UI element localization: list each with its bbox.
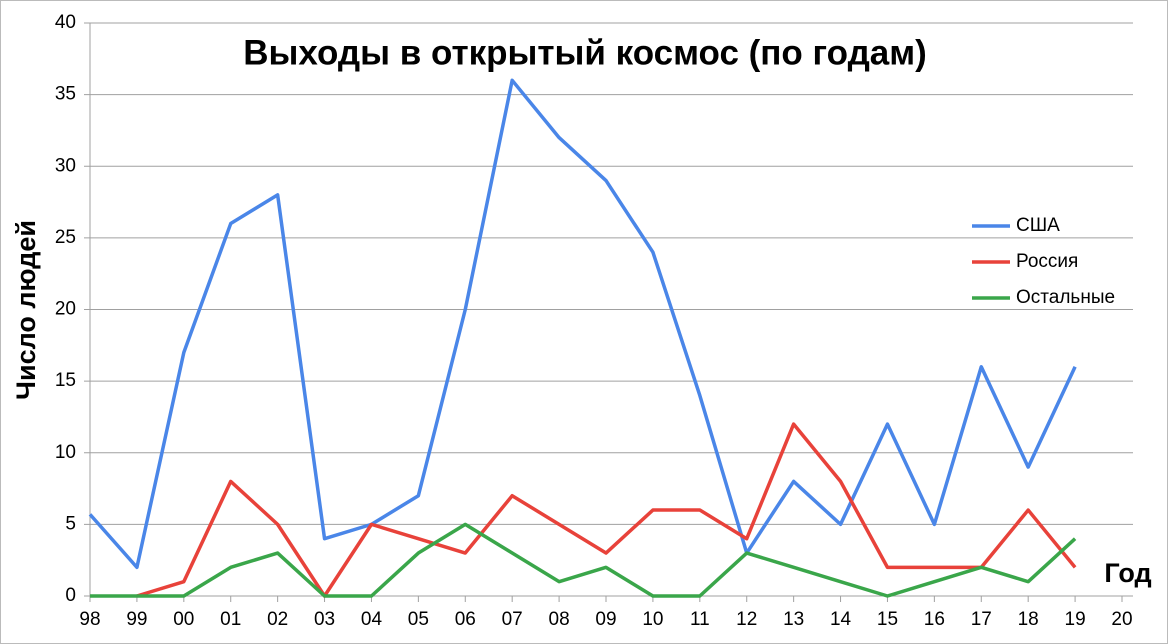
x-tick-label: 03 xyxy=(314,609,335,630)
x-tick-label: 17 xyxy=(971,609,992,630)
x-tick-label: 06 xyxy=(455,609,476,630)
x-tick-label: 00 xyxy=(173,609,194,630)
y-tick-label: 40 xyxy=(55,12,76,33)
x-tick-label: 02 xyxy=(267,609,288,630)
x-tick-label: 08 xyxy=(549,609,570,630)
x-tick-label: 12 xyxy=(736,609,757,630)
y-tick-label: 25 xyxy=(55,227,76,248)
x-tick-label: 09 xyxy=(595,609,616,630)
x-tick-label: 14 xyxy=(830,609,852,630)
x-tick-label: 13 xyxy=(783,609,804,630)
y-tick-label: 10 xyxy=(55,442,76,463)
y-axis-label: Число людей xyxy=(11,220,41,400)
x-tick-label: 16 xyxy=(924,609,945,630)
x-tick-label: 01 xyxy=(220,609,241,630)
y-tick-label: 35 xyxy=(55,84,76,105)
legend-label: США xyxy=(1016,215,1060,236)
x-tick-label: 20 xyxy=(1111,609,1132,630)
y-tick-label: 0 xyxy=(65,585,76,606)
chart-title: Выходы в открытый космос (по годам) xyxy=(243,33,927,72)
x-axis-label: Год xyxy=(1104,558,1151,588)
series-line xyxy=(90,522,1077,598)
x-tick-label: 04 xyxy=(361,609,383,630)
x-tick-label: 07 xyxy=(502,609,523,630)
x-tick-label: 05 xyxy=(408,609,429,630)
x-tick-label: 98 xyxy=(79,609,100,630)
x-tick-label: 11 xyxy=(690,609,710,630)
x-tick-label: 19 xyxy=(1065,609,1086,630)
x-tick-label: 18 xyxy=(1018,609,1039,630)
x-tick-label: 15 xyxy=(877,609,898,630)
y-tick-label: 5 xyxy=(65,513,76,534)
series-line xyxy=(88,78,1077,570)
x-tick-label: 10 xyxy=(642,609,663,630)
legend-label: Остальные xyxy=(1016,287,1115,308)
legend-label: Россия xyxy=(1016,251,1078,272)
y-tick-label: 20 xyxy=(55,299,76,320)
y-tick-label: 30 xyxy=(55,155,76,176)
x-tick-label: 99 xyxy=(126,609,147,630)
y-tick-label: 15 xyxy=(55,370,76,391)
series-line xyxy=(136,422,1077,598)
